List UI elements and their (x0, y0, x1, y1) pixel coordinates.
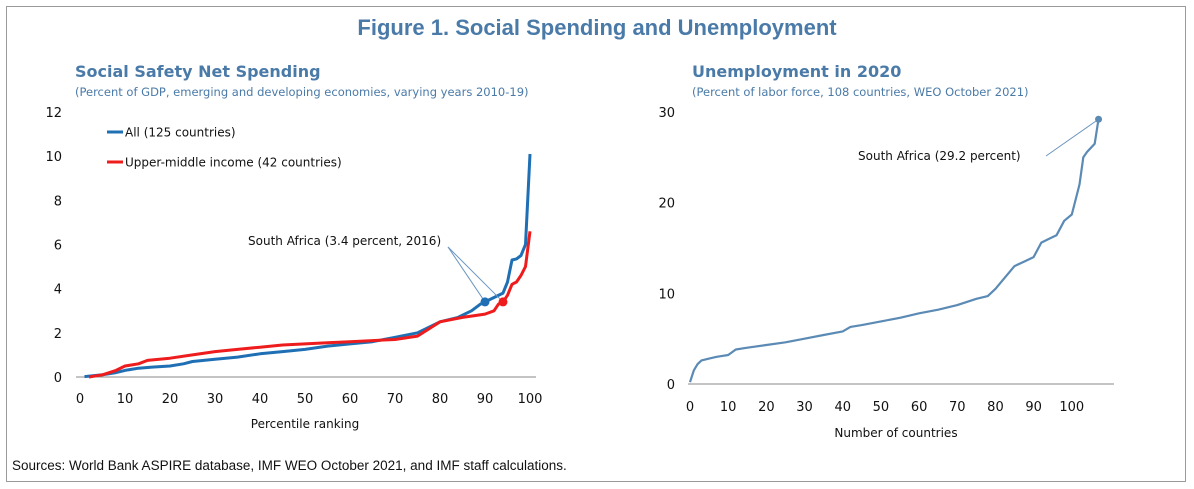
left-x-tick-7: 70 (387, 392, 404, 407)
figure-title: Figure 1. Social Spending and Unemployme… (357, 15, 837, 40)
left-y-tick-1: 2 (54, 327, 62, 342)
left-y-tick-2: 4 (54, 283, 62, 298)
right-x-tick-8: 80 (987, 400, 1004, 415)
left-legend-label-0: All (125 countries) (125, 126, 236, 140)
right-x-tick-9: 90 (1025, 400, 1042, 415)
left-x-axis-label: Percentile ranking (251, 417, 359, 431)
left-y-tick-0: 0 (54, 371, 62, 386)
left-y-tick-3: 6 (54, 239, 62, 254)
left-series-line-1 (88, 231, 532, 379)
left-legend-label-1: Upper-middle income (42 countries) (125, 156, 342, 170)
left-x-tick-1: 10 (117, 392, 134, 407)
right-x-tick-10: 100 (1059, 400, 1084, 415)
left-annotation-text: South Africa (3.4 percent, 2016) (248, 234, 441, 248)
figure-frame (6, 6, 1186, 482)
left-x-tick-8: 80 (432, 392, 449, 407)
left-x-tick-3: 30 (207, 392, 224, 407)
left-x-tick-4: 40 (252, 392, 269, 407)
right-x-tick-6: 60 (911, 400, 928, 415)
right-x-tick-1: 10 (720, 400, 737, 415)
right-x-tick-3: 30 (796, 400, 813, 415)
sources-note: Sources: World Bank ASPIRE database, IMF… (12, 458, 567, 473)
left-series-line-0 (84, 153, 532, 379)
left-x-tick-2: 20 (162, 392, 179, 407)
right-y-tick-0: 0 (667, 378, 675, 393)
right-x-axis-label: Number of countries (834, 426, 957, 440)
left-panel-title: Social Safety Net Spending (75, 62, 321, 81)
right-y-tick-3: 30 (658, 106, 675, 121)
left-y-tick-4: 8 (54, 194, 62, 209)
right-series-line-0 (688, 119, 1100, 383)
right-x-tick-0: 0 (686, 400, 694, 415)
right-annotation-text: South Africa (29.2 percent) (858, 149, 1021, 163)
right-panel-subtitle: (Percent of labor force, 108 countries, … (692, 85, 1029, 99)
right-x-tick-5: 50 (873, 400, 890, 415)
left-x-tick-5: 50 (297, 392, 314, 407)
left-x-tick-10: 100 (518, 392, 543, 407)
right-annotation-marker (1095, 115, 1103, 123)
left-annotation-leader-1 (447, 246, 504, 303)
left-x-tick-9: 90 (477, 392, 494, 407)
left-y-tick-6: 12 (45, 106, 62, 121)
left-annotation-marker-0 (480, 297, 490, 307)
right-x-tick-4: 40 (834, 400, 851, 415)
left-panel-subtitle: (Percent of GDP, emerging and developing… (75, 85, 529, 99)
left-annotation-marker-1 (498, 297, 508, 307)
left-x-tick-6: 60 (342, 392, 359, 407)
left-y-tick-5: 10 (45, 150, 62, 165)
right-x-tick-2: 20 (758, 400, 775, 415)
left-annotation-leader-0 (447, 246, 486, 303)
right-x-tick-7: 70 (949, 400, 966, 415)
right-annotation-leader (1045, 118, 1099, 157)
right-y-tick-1: 10 (658, 287, 675, 302)
right-y-tick-2: 20 (658, 197, 675, 212)
right-panel-title: Unemployment in 2020 (692, 62, 902, 81)
left-x-tick-0: 0 (76, 392, 84, 407)
